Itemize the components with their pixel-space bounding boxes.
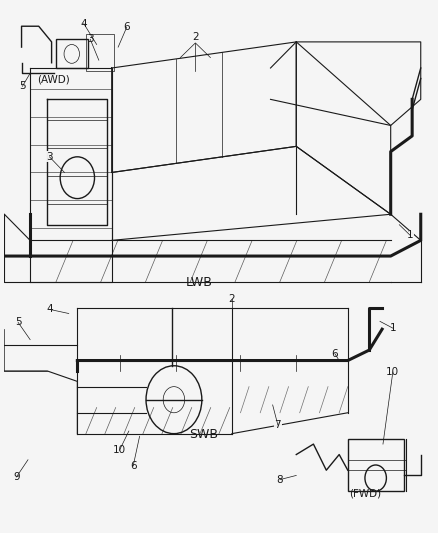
Text: 3: 3 xyxy=(87,34,94,44)
Bar xyxy=(348,439,403,491)
Text: SWB: SWB xyxy=(190,428,219,441)
Text: 4: 4 xyxy=(81,19,87,29)
Text: 2: 2 xyxy=(192,31,199,42)
Text: (AWD): (AWD) xyxy=(37,75,70,85)
Text: 5: 5 xyxy=(15,317,21,327)
Bar xyxy=(86,34,114,71)
Text: 5: 5 xyxy=(19,82,26,91)
Text: 6: 6 xyxy=(124,22,130,33)
Text: 1: 1 xyxy=(389,323,396,333)
Text: 8: 8 xyxy=(277,474,283,484)
Text: 3: 3 xyxy=(46,152,53,162)
Text: 6: 6 xyxy=(130,461,137,471)
Text: 6: 6 xyxy=(332,349,338,359)
Text: 2: 2 xyxy=(229,294,235,304)
Text: 7: 7 xyxy=(275,420,281,430)
Bar xyxy=(56,39,88,68)
Text: LWB: LWB xyxy=(186,276,213,289)
Text: 4: 4 xyxy=(46,304,53,314)
Text: (FWD): (FWD) xyxy=(349,489,381,499)
Text: 9: 9 xyxy=(13,472,20,482)
Text: 10: 10 xyxy=(113,446,126,455)
Text: 1: 1 xyxy=(407,230,413,240)
Text: 10: 10 xyxy=(386,367,399,377)
